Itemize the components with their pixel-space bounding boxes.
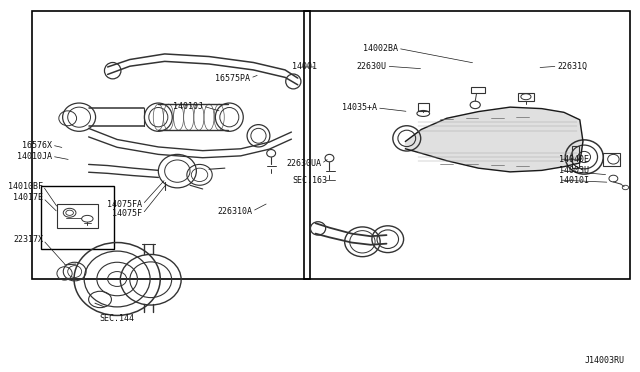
Text: 16576X: 16576X (22, 141, 52, 150)
Bar (304, 11, 630, 279)
Bar (41, 186, 114, 249)
Text: 14010BF: 14010BF (8, 182, 43, 190)
Text: 14002BA: 14002BA (363, 44, 398, 53)
Text: 14003U: 14003U (559, 166, 589, 175)
Text: 14075FA: 14075FA (108, 200, 143, 209)
Polygon shape (406, 107, 583, 172)
Bar (572, 146, 579, 168)
Text: 14075F: 14075F (113, 209, 143, 218)
Text: 14010I: 14010I (559, 176, 589, 185)
Text: 14017E: 14017E (13, 193, 43, 202)
Bar (472, 87, 485, 93)
Text: 22317X: 22317X (13, 235, 43, 244)
Text: 14035+A: 14035+A (342, 103, 377, 112)
Text: 22631Q: 22631Q (557, 62, 588, 71)
Text: 14040E: 14040E (559, 155, 589, 164)
Text: 22630UA: 22630UA (286, 159, 321, 168)
Bar (31, 11, 310, 279)
Text: SEC.163: SEC.163 (292, 176, 328, 185)
Text: SEC.144: SEC.144 (100, 314, 134, 323)
Text: 14010J: 14010J (173, 102, 203, 110)
Text: 16575PA: 16575PA (215, 74, 250, 83)
Text: 22630U: 22630U (356, 62, 387, 71)
Text: 14010JA: 14010JA (17, 152, 52, 161)
Bar (518, 93, 534, 101)
Bar (417, 103, 429, 111)
Bar (56, 204, 98, 228)
Bar (603, 153, 620, 166)
Text: J14003RU: J14003RU (584, 356, 624, 365)
Text: 226310A: 226310A (217, 207, 252, 216)
Text: 14001: 14001 (292, 62, 317, 71)
